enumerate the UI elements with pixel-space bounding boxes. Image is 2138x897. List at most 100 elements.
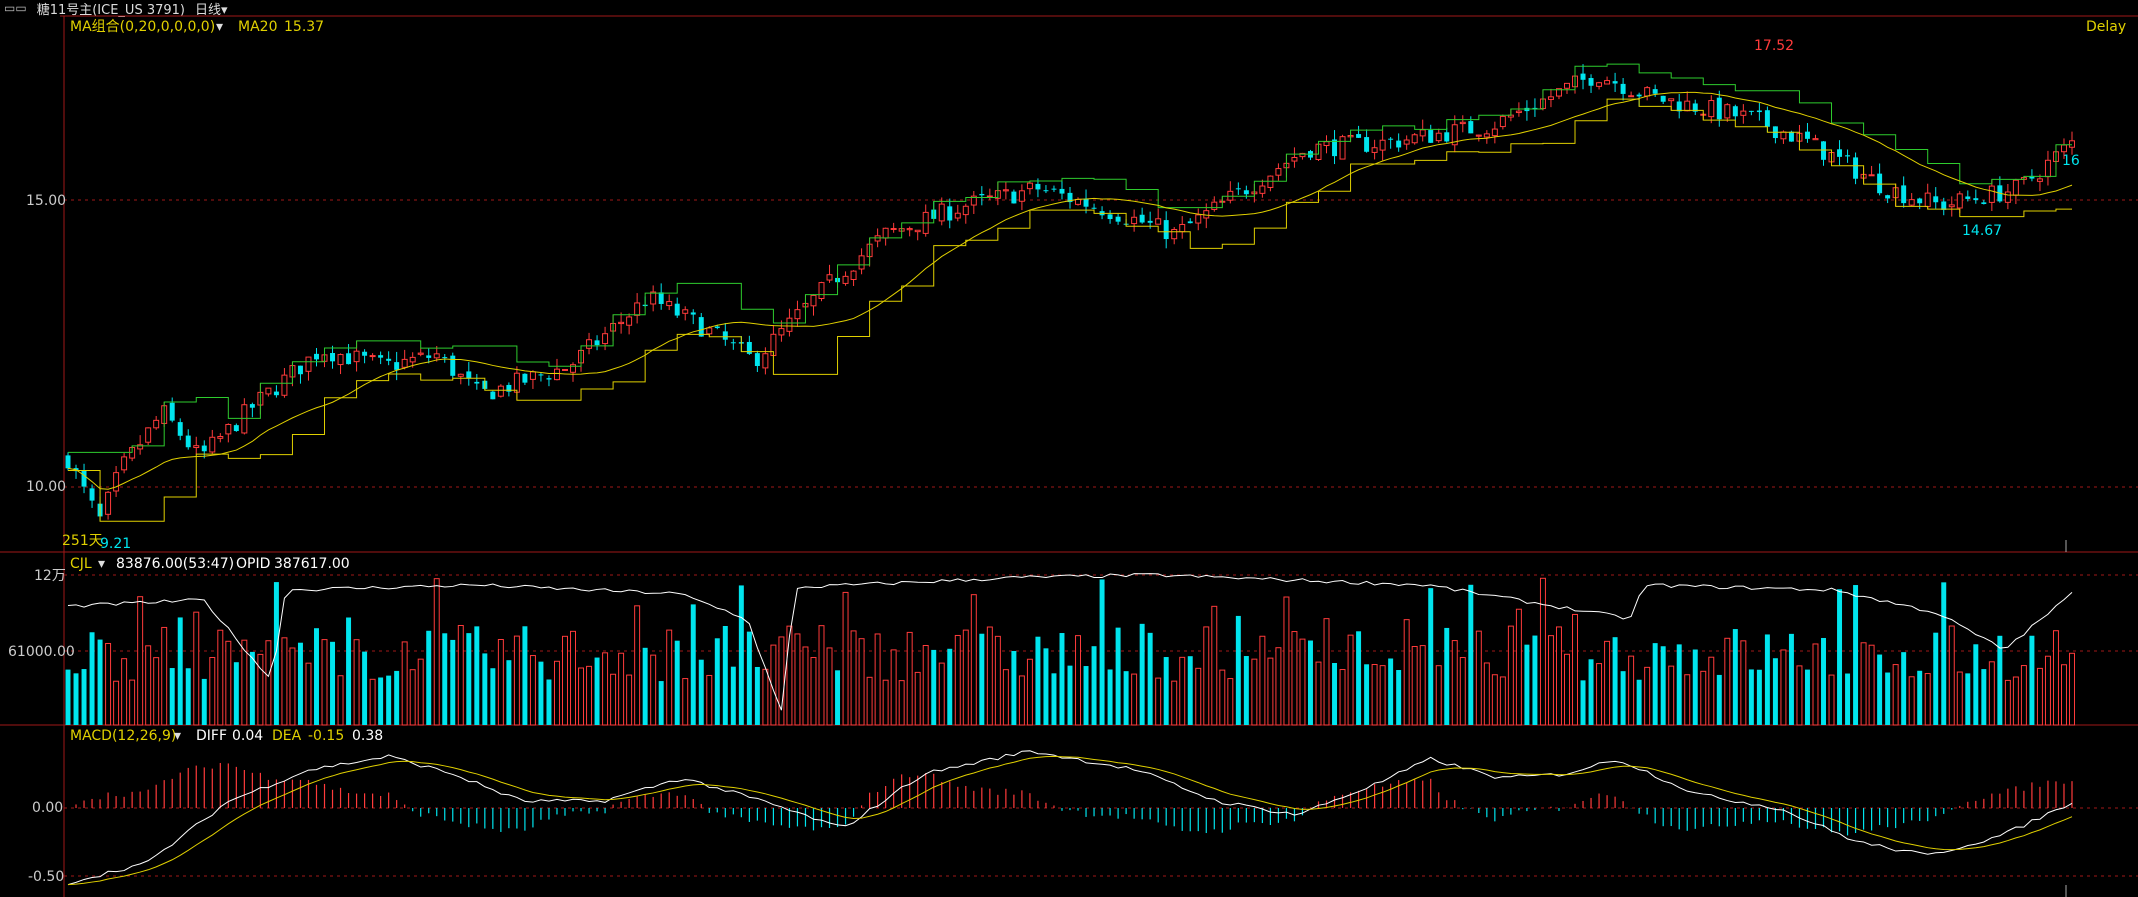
candle-body	[1035, 183, 1041, 190]
candle-body	[706, 327, 713, 335]
candle-body	[1491, 128, 1498, 137]
candle-body	[658, 292, 664, 304]
candle-body	[1901, 185, 1907, 204]
volume-bar	[1956, 671, 1963, 726]
volume-bar	[1428, 588, 1434, 725]
last-price-label: 16	[2062, 153, 2080, 169]
volume-bar	[1788, 633, 1794, 725]
volume-bar	[281, 637, 288, 726]
volume-bar	[1323, 618, 1330, 726]
candle-body	[457, 373, 464, 377]
candle-body	[1411, 134, 1418, 144]
volume-bar	[570, 630, 576, 726]
volume-bar	[1868, 644, 1875, 726]
volume-bar	[666, 629, 673, 726]
cjl-dropdown-icon[interactable]: ▾	[98, 556, 105, 572]
candle-body	[1147, 220, 1153, 223]
candle-body	[1299, 152, 1306, 158]
candle-body	[217, 436, 224, 439]
candle-body	[105, 491, 112, 515]
candle-body	[1628, 95, 1635, 98]
candle-body	[2012, 179, 2019, 196]
volume-bar	[1917, 670, 1923, 725]
volume-bar	[1796, 665, 1803, 726]
period-selector[interactable]: 日线▾	[194, 2, 228, 18]
candle-body	[570, 364, 576, 373]
candle-body	[1973, 198, 1979, 201]
candle-body	[1083, 198, 1089, 207]
volume-bar	[1371, 664, 1378, 726]
candle-body	[297, 365, 303, 375]
diff-label: DIFF	[196, 728, 227, 744]
volume-bar	[970, 594, 977, 726]
candle-body	[369, 355, 376, 358]
volume-bar	[1708, 656, 1715, 726]
candle-body	[1075, 198, 1082, 205]
volume-bar	[1123, 671, 1129, 725]
volume-bar	[874, 633, 881, 726]
volume-bar	[546, 679, 552, 725]
candle-body	[1483, 133, 1490, 138]
volume-bar	[1139, 623, 1145, 725]
volume-bar	[1524, 644, 1530, 725]
macd-dropdown-icon[interactable]: ▾	[174, 728, 181, 744]
candle-body	[1684, 100, 1691, 112]
volume-bar	[1740, 640, 1747, 726]
candle-body	[490, 391, 496, 400]
volume-bar	[2060, 664, 2067, 726]
candle-body	[1780, 131, 1787, 140]
volume-bar	[1067, 665, 1073, 725]
candle-body	[970, 195, 977, 206]
volume-bar	[1700, 670, 1707, 726]
candle-body	[1821, 141, 1826, 160]
volume-bar	[1628, 655, 1635, 726]
volume-bar	[1748, 669, 1754, 725]
candle-body	[1724, 104, 1731, 119]
candle-body	[1275, 168, 1282, 176]
candle-body	[201, 445, 207, 452]
candle-body	[1924, 192, 1931, 208]
volume-bar	[1724, 637, 1731, 726]
candle-body	[401, 358, 408, 368]
candle-body	[1371, 147, 1378, 153]
candle-body	[1419, 129, 1426, 137]
volume-bar	[553, 660, 560, 726]
volume-bar	[217, 629, 224, 726]
dea-value: -0.15	[308, 728, 344, 744]
volume-bar	[161, 626, 168, 726]
volume-bar	[1845, 673, 1851, 725]
volume-bar	[1837, 589, 1843, 725]
volume-bar	[1636, 679, 1642, 725]
macd-label[interactable]: MACD(12,26,9)	[70, 728, 176, 744]
ma-combo-dropdown-icon[interactable]: ▾	[216, 19, 223, 35]
window-icon[interactable]: ▭▭	[4, 1, 27, 15]
volume-bar	[538, 661, 544, 725]
candle-body	[1323, 141, 1330, 147]
volume-bar	[1772, 658, 1778, 725]
volume-bar	[1018, 675, 1025, 726]
volume-bar	[1821, 637, 1826, 725]
volume-bar	[249, 651, 255, 725]
high-price-label: 17.52	[1754, 38, 1794, 54]
volume-bar	[113, 680, 120, 726]
volume-bar	[674, 640, 680, 725]
volume-bar	[914, 671, 921, 726]
candle-body	[826, 274, 833, 281]
volume-value: 83876.00(53:47)	[116, 556, 234, 572]
volume-bar	[1885, 672, 1891, 725]
candle-body	[193, 445, 200, 449]
candle-body	[506, 384, 512, 392]
candle-body	[513, 372, 520, 393]
volume-bar	[97, 639, 103, 725]
volume-bar	[810, 657, 817, 726]
volume-bar	[2004, 679, 2011, 726]
volume-bar	[618, 652, 625, 726]
candle-body	[947, 206, 953, 221]
ma-combo-label[interactable]: MA组合(0,20,0,0,0,0)	[70, 19, 215, 35]
candle-body	[386, 358, 392, 361]
cjl-label[interactable]: CJL	[70, 556, 92, 572]
candle-body	[979, 193, 985, 196]
candle-body	[1428, 130, 1434, 143]
candle-body	[337, 354, 344, 366]
